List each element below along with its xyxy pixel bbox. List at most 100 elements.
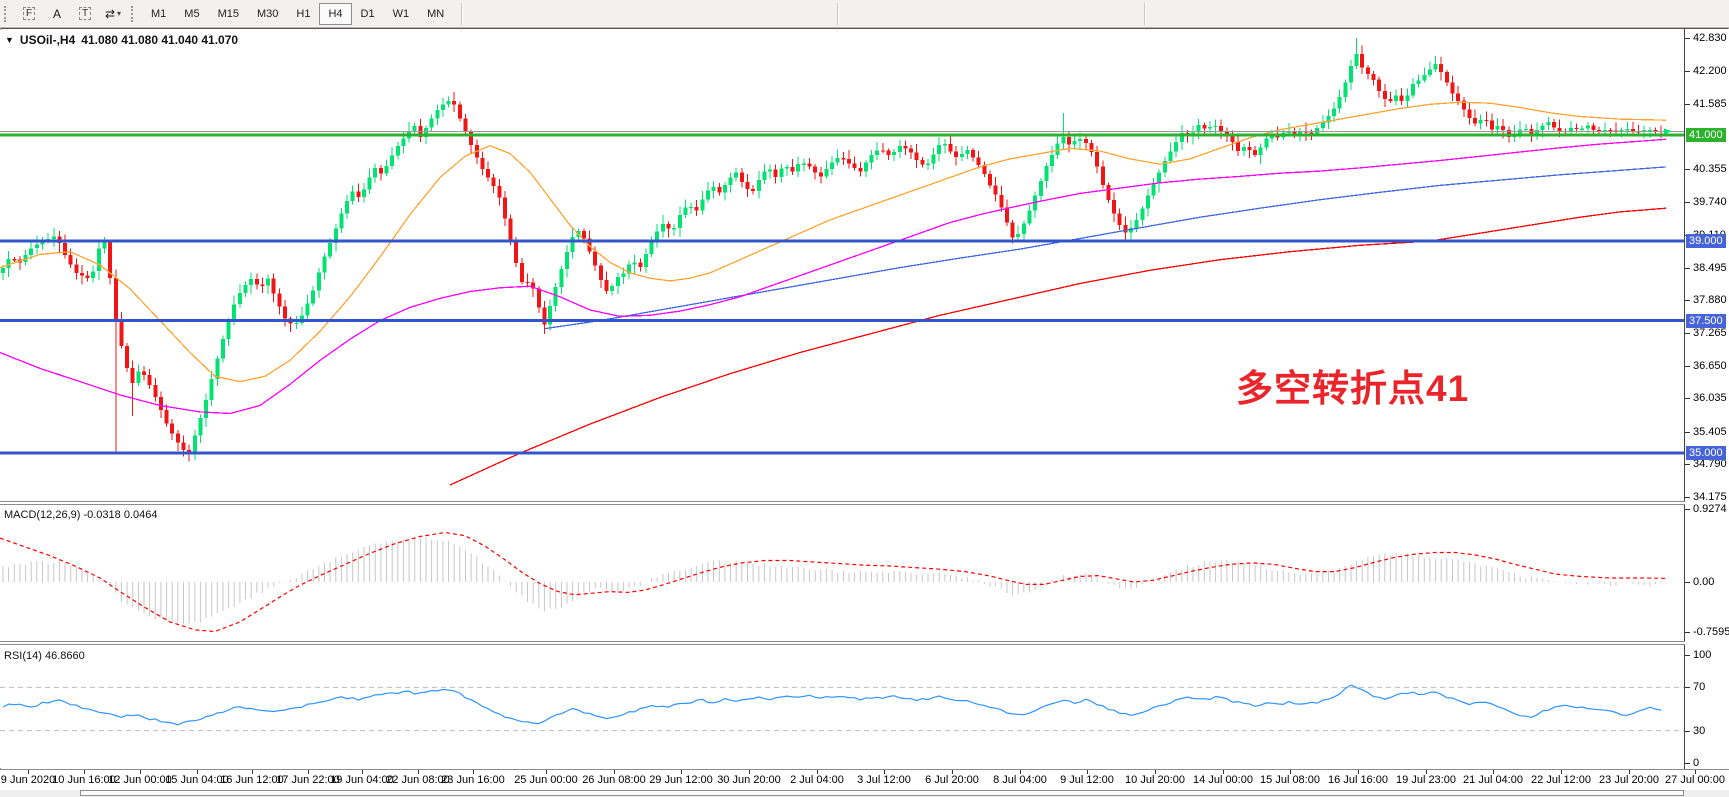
price-tick-label: 40.355 xyxy=(1693,163,1727,175)
timeframe-m30-button[interactable]: M30 xyxy=(256,7,279,20)
price-tick-mark xyxy=(1685,464,1690,465)
macd-chart xyxy=(0,531,1667,633)
macd-tick-mark xyxy=(1685,509,1690,510)
time-tick-label: 22 Jul 12:00 xyxy=(1531,774,1591,786)
time-tick-label: 16 Jun 12:00 xyxy=(220,774,284,786)
time-tick-label: 15 Jun 04:00 xyxy=(165,774,229,786)
price-tick-label: 36.035 xyxy=(1693,392,1727,404)
time-tick-label: 10 Jun 16:00 xyxy=(52,774,116,786)
time-tick-label: 16 Jul 16:00 xyxy=(1328,774,1388,786)
rsi-tick-mark xyxy=(1685,687,1690,688)
chart-title: ▼ USOil-,H4 41.080 41.080 41.040 41.070 xyxy=(5,33,238,47)
time-tick-mark xyxy=(952,770,953,774)
toolbar-separator xyxy=(461,2,464,25)
price-level-badge: 39.000 xyxy=(1686,234,1726,248)
time-tick-mark xyxy=(473,770,474,774)
time-tick-mark xyxy=(681,770,682,774)
price-tick-label: 37.265 xyxy=(1693,327,1727,339)
price-tick-mark xyxy=(1685,104,1690,105)
text-tool-button[interactable]: A xyxy=(44,2,70,26)
text-label-tool-icon: T xyxy=(78,7,92,20)
price-tick-mark xyxy=(1685,432,1690,433)
price-chart-pane[interactable] xyxy=(0,30,1684,501)
cycle-lines-tool-button[interactable]: ⇄ ▾ xyxy=(100,2,126,26)
chart-window-border xyxy=(0,28,1729,29)
line-tools-group: F A T ⇄ ▾ xyxy=(15,2,127,26)
pane-separator[interactable] xyxy=(0,641,1729,645)
price-tick-label: 36.650 xyxy=(1693,360,1727,372)
time-tick-mark xyxy=(614,770,615,774)
time-tick-mark xyxy=(308,770,309,774)
time-tick-label: 21 Jul 04:00 xyxy=(1463,774,1523,786)
text-label-tool-button[interactable]: T xyxy=(72,2,98,26)
ohlc-quotes: 41.080 41.080 41.040 41.070 xyxy=(81,33,239,47)
timeframe-m5-button[interactable]: M5 xyxy=(184,7,200,20)
time-tick-label: 27 Jul 00:00 xyxy=(1665,774,1725,786)
time-tick-label: 25 Jun 00:00 xyxy=(514,774,578,786)
timeframe-mn-button[interactable]: MN xyxy=(427,7,445,20)
price-tick-label: 37.880 xyxy=(1693,294,1727,306)
time-tick-mark xyxy=(1561,770,1562,774)
time-tick-mark xyxy=(28,770,29,774)
time-tick-mark xyxy=(197,770,198,774)
time-tick-label: 3 Jul 12:00 xyxy=(857,774,911,786)
price-tick-mark xyxy=(1685,202,1690,203)
time-tick-label: 9 Jul 12:00 xyxy=(1060,774,1114,786)
time-tick-label: 2 Jul 04:00 xyxy=(790,774,844,786)
macd-tick-mark xyxy=(1685,582,1690,583)
rsi-tick-label: 100 xyxy=(1693,649,1712,661)
fibonacci-tool-button[interactable]: F xyxy=(16,2,42,26)
candlestick-chart xyxy=(0,38,1684,486)
rsi-pane[interactable] xyxy=(0,645,1684,768)
time-tick-mark xyxy=(140,770,141,774)
time-tick-label: 15 Jul 08:00 xyxy=(1260,774,1320,786)
symbol-dropdown-icon[interactable]: ▼ xyxy=(5,35,14,45)
macd-pane[interactable] xyxy=(0,505,1684,641)
time-tick-label: 17 Jun 22:00 xyxy=(276,774,340,786)
price-tick-mark xyxy=(1685,366,1690,367)
price-tick-label: 34.175 xyxy=(1693,491,1727,503)
time-tick-mark xyxy=(1426,770,1427,774)
timeframe-m15-button[interactable]: M15 xyxy=(217,7,239,20)
price-tick-label: 39.740 xyxy=(1693,196,1727,208)
price-axis[interactable]: 42.83042.20041.58540.35539.74039.11038.4… xyxy=(1685,29,1729,769)
rsi-tick-mark xyxy=(1685,763,1690,764)
rsi-tick-label: 30 xyxy=(1693,725,1706,737)
time-tick-mark xyxy=(749,770,750,774)
rsi-chart xyxy=(0,684,1684,732)
time-tick-mark xyxy=(817,770,818,774)
time-tick-mark xyxy=(1155,770,1156,774)
price-tick-label: 38.495 xyxy=(1693,262,1727,274)
rsi-tick-mark xyxy=(1685,731,1690,732)
price-level-badge: 41.000 xyxy=(1686,128,1726,142)
time-axis[interactable]: 9 Jun 2020 10 Jun 16:00 12 Jun 00:00 15 Jun… xyxy=(0,770,1729,790)
time-tick-mark xyxy=(1493,770,1494,774)
rsi-tick-label: 0 xyxy=(1693,757,1700,769)
pane-separator[interactable] xyxy=(0,501,1729,505)
price-tick-mark xyxy=(1685,268,1690,269)
timeframe-d1-button[interactable]: D1 xyxy=(360,7,375,20)
macd-tick-label: -0.7595 xyxy=(1693,626,1729,638)
price-tick-label: 41.585 xyxy=(1693,98,1727,110)
time-tick-mark xyxy=(1290,770,1291,774)
scrollbar-thumb[interactable] xyxy=(80,790,1684,796)
price-level-badge: 37.500 xyxy=(1686,314,1726,328)
timeframe-w1-button[interactable]: W1 xyxy=(392,7,410,20)
time-tick-mark xyxy=(546,770,547,774)
time-tick-label: 9 Jun 2020 xyxy=(0,774,56,786)
time-tick-mark xyxy=(418,770,419,774)
time-tick-label: 23 Jul 20:00 xyxy=(1599,774,1659,786)
price-tick-mark xyxy=(1685,169,1690,170)
timeframe-m1-button[interactable]: M1 xyxy=(151,7,167,20)
price-tick-label: 42.830 xyxy=(1693,32,1727,44)
time-tick-mark xyxy=(84,770,85,774)
toolbar-separator xyxy=(1144,2,1146,25)
time-tick-label: 8 Jul 04:00 xyxy=(993,774,1047,786)
horizontal-scrollbar[interactable] xyxy=(0,790,1729,797)
price-tick-label: 34.790 xyxy=(1693,458,1727,470)
time-tick-label: 19 Jul 23:00 xyxy=(1396,774,1456,786)
macd-tick-label: 0.00 xyxy=(1693,576,1715,588)
timeframe-h1-button[interactable]: H1 xyxy=(296,7,311,20)
cycle-lines-tool-icon: ⇄ xyxy=(104,6,116,21)
timeframe-h4-button[interactable]: H4 xyxy=(319,2,352,25)
